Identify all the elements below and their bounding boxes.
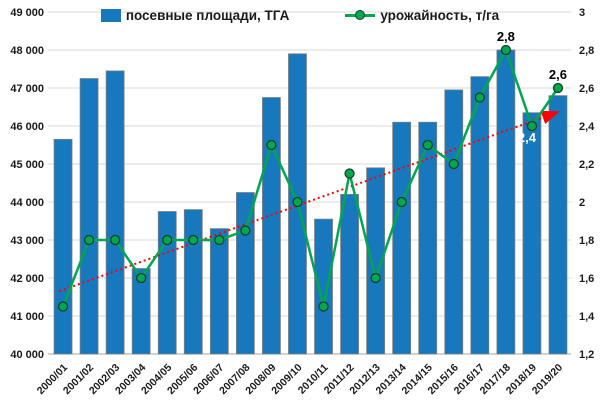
left-axis-tick-label: 42 000 [10,273,44,285]
left-axis-tick-label: 44 000 [10,197,44,209]
yield-marker-2019/20 [552,82,564,94]
right-axis-tick-label: 1,8 [579,235,594,247]
legend-label-sown-area: посевные площади, ТГА [125,7,290,23]
bar-2017/18 [496,49,516,355]
yield-marker-2000/01 [57,301,69,312]
bar-2000/01 [53,138,73,355]
yield-marker-2017/18 [500,44,512,56]
yield-marker-2004/05 [162,234,173,246]
chart-legend: посевные площади, ТГА урожайность, т/га [0,4,600,26]
yield-marker-2007/08 [240,225,251,236]
yield-marker-2009/10 [292,196,303,208]
yield-marker-2006/07 [214,234,225,246]
yield-marker-2016/17 [474,92,485,103]
bar-2007/08 [236,192,255,355]
left-axis-tick-label: 46 000 [10,121,44,133]
yield-marker-2013/14 [396,196,407,208]
legend-item-yield: урожайность, т/га [345,8,499,23]
yield-marker-2002/03 [109,234,121,246]
right-axis-tick-label: 2,6 [579,83,594,95]
left-axis-tick-label: 48 000 [10,45,44,57]
bar-2016/17 [470,76,490,355]
left-axis-tick-label: 40 000 [10,349,44,361]
bar-2010/11 [314,218,333,355]
point-label-2017/18: 2,8 [497,29,515,44]
bar-2002/03 [105,70,125,355]
point-label-2019/20: 2,6 [549,67,567,82]
bar-2013/14 [392,121,412,355]
bar-2005/06 [183,209,203,355]
yield-line [61,48,560,308]
point-label-2018/19: 2,4 [518,130,537,145]
right-axis-tick-label: 1,6 [579,273,594,285]
bar-2012/13 [366,167,385,355]
legend-item-sown-area: посевные площади, ТГА [100,7,290,23]
bar-2014/15 [418,121,438,355]
bar-series-swatch-icon [100,8,121,22]
left-axis-tick-label: 41 000 [10,311,44,323]
bar-2003/04 [131,268,151,355]
yield-marker-2015/16 [448,158,459,170]
right-axis-tick-label: 2 [579,197,585,209]
bar-2008/09 [262,97,281,355]
left-axis-tick-label: 43 000 [10,235,44,247]
yield-marker-2008/09 [266,139,277,151]
trendline [58,110,560,293]
bar-2015/16 [444,89,464,355]
right-axis-tick-label: 2,8 [579,45,594,57]
yield-marker-2011/12 [344,168,355,179]
yield-marker-2010/11 [318,301,329,312]
yield-marker-2001/02 [83,234,95,246]
right-axis-tick-label: 3 [579,7,585,19]
yield-marker-2003/04 [136,272,147,284]
bar-2011/12 [340,194,359,355]
bar-2001/02 [79,78,99,355]
yield-marker-2005/06 [188,234,199,246]
legend-label-yield: урожайность, т/га [380,7,500,23]
bar-2018/19 [522,112,542,355]
bar-2004/05 [157,211,177,355]
left-axis-tick-label: 45 000 [10,159,44,171]
yield-marker-2012/13 [370,272,381,284]
bar-2019/20 [548,95,568,355]
right-axis-tick-label: 2,2 [579,159,594,171]
left-axis-tick-label: 47 000 [10,83,44,95]
right-axis-tick-label: 2,4 [579,121,595,133]
right-axis-tick-label: 1,2 [579,349,594,361]
yield-marker-2014/15 [422,139,433,151]
yield-marker-2018/19 [526,120,538,132]
right-axis-tick-label: 1,4 [579,311,595,323]
left-axis-tick-label: 49 000 [10,7,44,19]
line-series-swatch-icon [345,8,376,22]
bar-2006/07 [209,228,229,355]
